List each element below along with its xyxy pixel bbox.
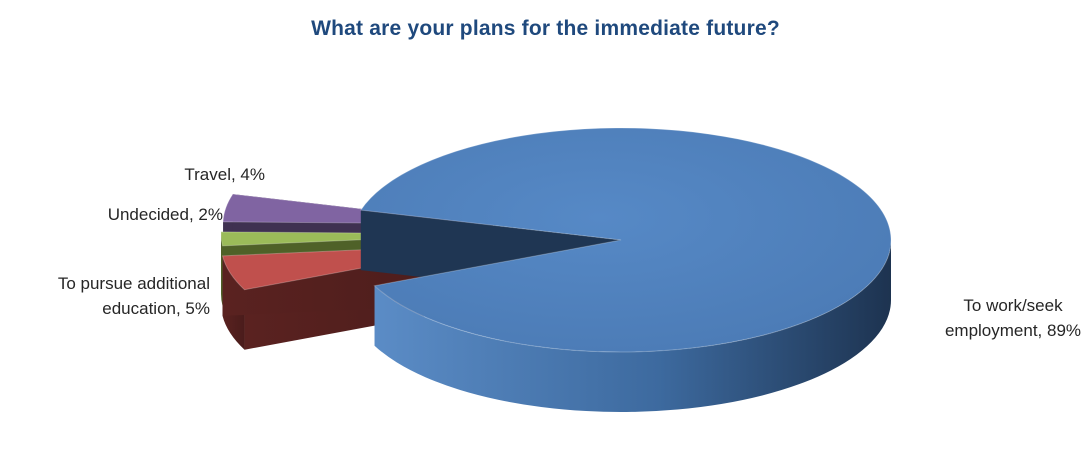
data-label: Undecided, 2% [108,205,223,224]
data-label: Travel, 4% [184,165,265,184]
data-label: To work/seek [963,296,1063,315]
slice-top [359,127,892,353]
data-label: education, 5% [102,299,210,318]
data-label: To pursue additional [58,274,210,293]
data-label: employment, 89% [945,321,1081,340]
chart-title: What are your plans for the immediate fu… [311,17,780,40]
slice-side [374,240,891,412]
slice-to-work-seek-employment [359,127,892,412]
